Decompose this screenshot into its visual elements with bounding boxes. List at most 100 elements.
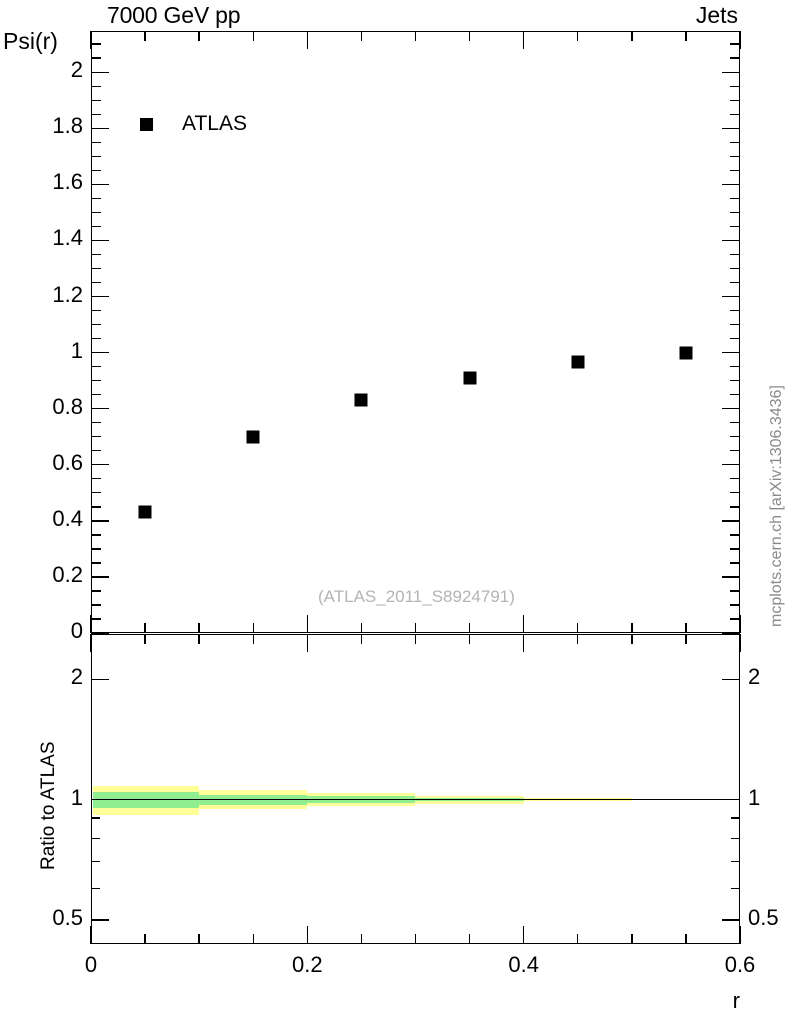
y-tick-right [730,590,740,592]
ratio-y-major-tick [91,678,109,681]
legend-label-atlas: ATLAS [182,112,247,135]
y-tick-right [730,113,740,115]
ratio-y-tick-label-left: 0.5 [52,904,83,930]
ratio-x-tick-top [522,634,525,652]
y-minor-tick [91,169,101,172]
ratio-x-tick-bottom [414,934,417,944]
y-tick-right [730,422,740,424]
y-tick-right [730,337,740,340]
data-point [354,393,368,407]
y-tick-right [722,520,740,522]
ratio-x-tick-bottom [144,934,146,944]
x-tick-bottom [468,623,471,633]
ratio-y-major-tick [91,919,109,921]
ratio-x-tick-bottom [522,926,525,944]
y-tick-right [730,43,740,45]
y-minor-tick [91,281,101,284]
data-point [679,346,693,360]
y-major-tick [91,576,109,578]
y-minor-tick [91,534,101,536]
y-tick-label: 0.4 [52,505,83,531]
ratio-x-tick-bottom [198,934,200,944]
x-axis-label: r [732,988,740,1013]
analysis-id-watermark: (ATLAS_2011_S8924791) [318,587,515,606]
y-tick-label: 1.4 [52,225,83,251]
ratio-x-tick-top [739,634,741,652]
x-tick-top [144,31,146,41]
y-tick-right [722,127,740,129]
data-point [138,505,152,519]
y-minor-tick [91,337,101,340]
y-minor-tick [91,141,101,143]
y-tick-right [722,239,740,242]
y-minor-tick [91,155,101,158]
ratio-y-minor-tick [91,837,100,840]
y-minor-tick [91,562,101,564]
ratio-x-tick-bottom [631,934,633,944]
y-tick-label: 0.6 [52,449,83,475]
ratio-y-tick-label-right: 2 [748,664,761,690]
y-tick-right [730,604,740,606]
y-tick-right [730,393,740,396]
y-major-tick [91,520,109,522]
x-tick-bottom [252,623,254,633]
y-minor-tick [91,57,101,59]
y-minor-tick [91,85,101,87]
ratio-y-minor-tick [91,887,100,889]
ratio-y-tick-right [731,817,740,819]
y-minor-tick [91,309,101,312]
ratio-x-tick-bottom [739,926,741,944]
ratio-x-tick-top [631,634,633,644]
y-minor-tick [91,393,101,396]
ratio-y-tick-right [731,860,740,863]
x-tick-top [468,31,471,41]
y-tick-label: 0.2 [52,561,83,587]
ratio-x-tick-top [468,634,471,644]
y-minor-tick [91,590,101,592]
y-tick-right [730,492,740,494]
y-tick-right [722,71,740,73]
data-point [571,355,585,369]
data-point [246,430,260,444]
ratio-y-tick-label-right: 1 [748,784,761,810]
ratio-x-tick-top [144,634,146,644]
ratio-y-tick-label-left: 2 [70,664,83,690]
y-tick-right [722,576,740,578]
y-tick-right [730,323,740,326]
x-tick-label: 0.4 [508,952,539,977]
credit-text: mcplots.cern.ch [arXiv:1306.3436] [768,385,785,627]
y-tick-right [730,379,740,382]
y-tick-right [730,85,740,87]
y-tick-right [730,99,740,101]
y-minor-tick [91,379,101,382]
ratio-x-tick-top [414,634,417,644]
x-tick-label: 0 [84,952,98,977]
x-tick-bottom [198,623,200,633]
ratio-y-minor-tick [91,860,100,863]
x-tick-label: 0.2 [292,952,323,977]
y-tick-right [730,197,740,200]
y-tick-right [722,464,740,466]
y-minor-tick [91,506,101,508]
y-tick-right [730,309,740,312]
x-tick-top [252,31,254,41]
x-tick-top [522,31,525,49]
y-tick-right [722,295,740,298]
ratio-y-tick-label-left: 1 [70,784,83,810]
x-tick-bottom [631,623,633,633]
y-tick-right [730,253,740,256]
ratio-y-minor-tick [91,817,100,819]
x-tick-bottom [144,623,146,633]
y-minor-tick [91,422,101,424]
ratio-x-tick-bottom [252,934,254,944]
x-tick-bottom [414,623,417,633]
y-major-tick [91,295,109,298]
y-major-tick [91,464,109,466]
ratio-x-tick-bottom [685,934,687,944]
y-major-tick [91,239,109,242]
x-tick-top [577,31,579,41]
y-minor-tick [91,211,101,214]
ratio-x-tick-top [252,634,254,644]
y-tick-label: 1.6 [52,169,83,195]
